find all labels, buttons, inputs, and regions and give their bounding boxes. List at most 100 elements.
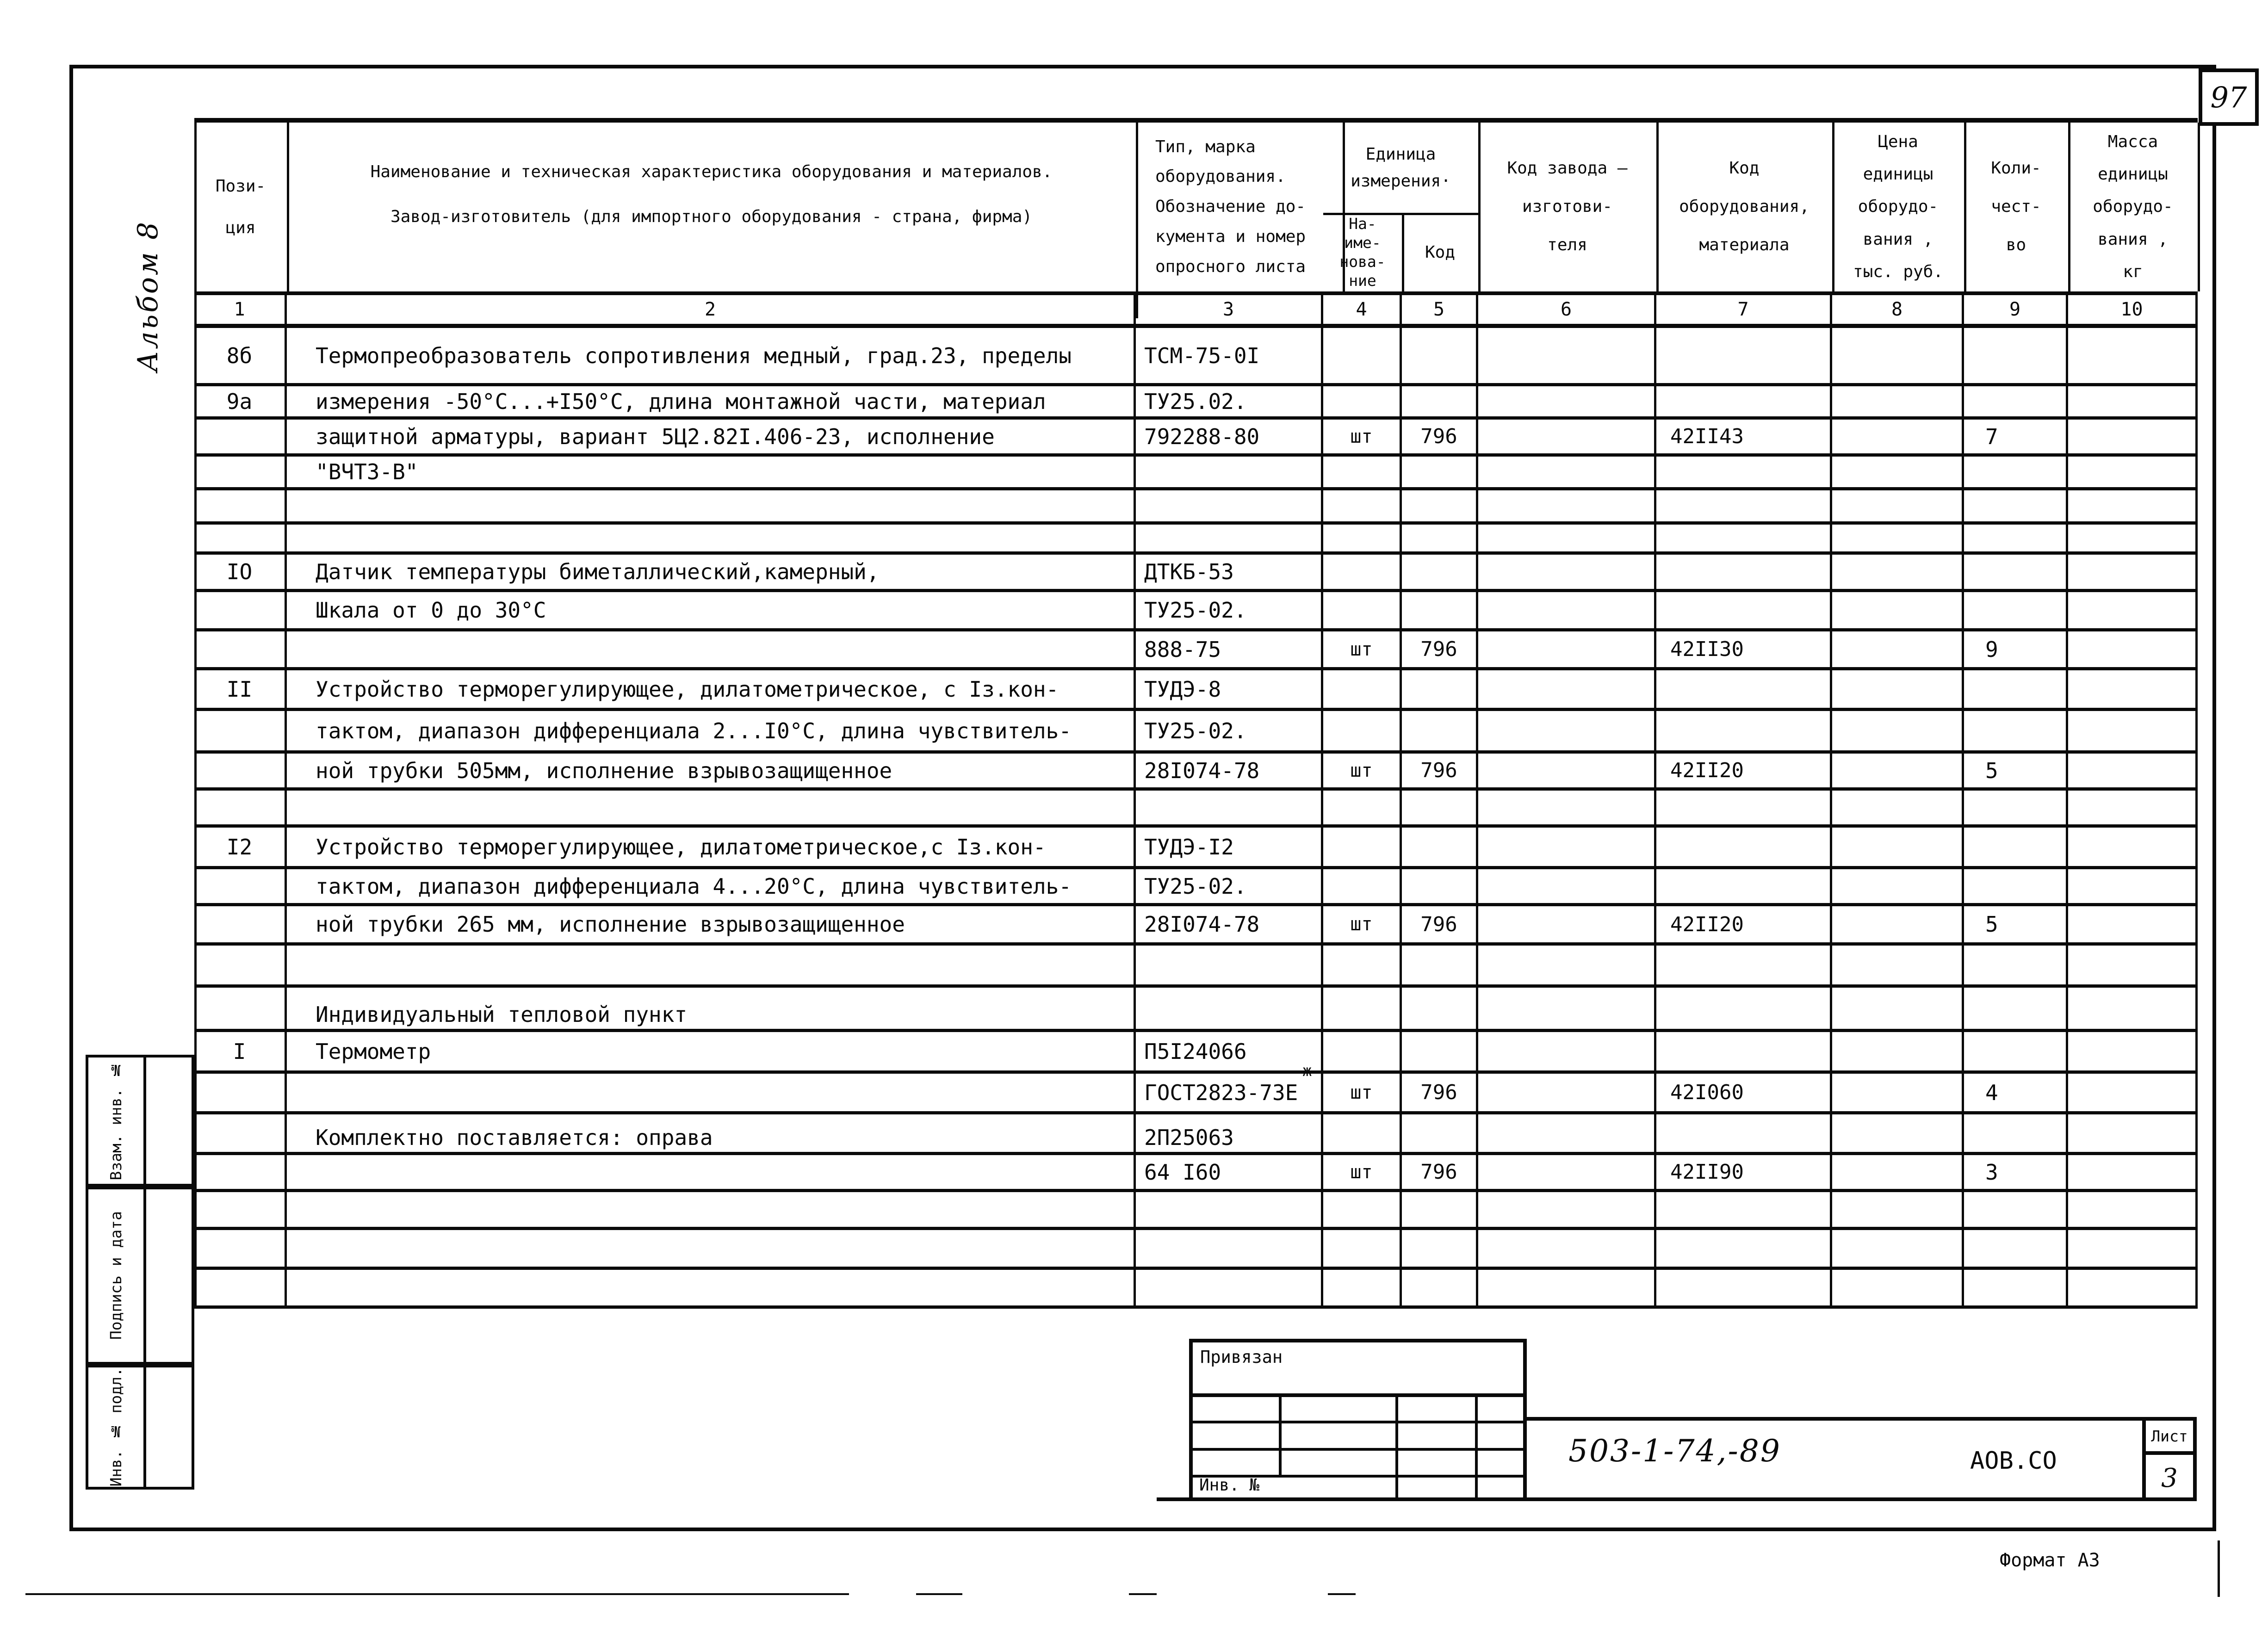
table-row xyxy=(194,946,2198,988)
unit-name-cell: шт xyxy=(1323,1074,1402,1111)
quantity-cell: 5 xyxy=(1964,754,2068,787)
page-number: 97 xyxy=(2210,80,2247,114)
factory-code-cell xyxy=(1478,490,1656,521)
material-code-cell xyxy=(1656,1192,1832,1227)
factory-code-cell xyxy=(1478,988,1656,1029)
type-mark-cell: 28I074-78 xyxy=(1136,754,1323,787)
material-code-cell xyxy=(1656,1270,1832,1305)
stamp-grid: Инв. № xyxy=(1189,1397,1527,1501)
description-cell: Термометр xyxy=(287,1032,1136,1070)
header-col-price: Цена единицы оборудо-вания , тыс. руб. xyxy=(1832,123,1966,291)
unit-code-cell: 796 xyxy=(1402,1074,1478,1111)
material-code-cell xyxy=(1656,457,1832,487)
quantity-cell xyxy=(1964,490,2068,521)
quantity-cell xyxy=(1964,1192,2068,1227)
quantity-cell xyxy=(1964,386,2068,416)
unit-name-cell xyxy=(1323,490,1402,521)
price-cell xyxy=(1832,828,1964,866)
header-col-unit-name: На-име-нова-ние xyxy=(1323,213,1404,291)
mass-cell xyxy=(2068,670,2198,708)
type-mark-cell xyxy=(1136,490,1323,521)
unit-name-cell xyxy=(1323,711,1402,750)
position-cell xyxy=(194,525,287,551)
position-cell xyxy=(194,1114,287,1152)
position-cell: I2 xyxy=(194,828,287,866)
factory-code-cell xyxy=(1478,1230,1656,1267)
unit-code-cell: 796 xyxy=(1402,906,1478,942)
type-mark-cell: ТУДЭ-I2 xyxy=(1136,828,1323,866)
mass-cell xyxy=(2068,711,2198,750)
column-number: 1 xyxy=(194,295,287,324)
price-cell xyxy=(1832,555,1964,589)
material-code-cell xyxy=(1656,1032,1832,1070)
mass-cell xyxy=(2068,592,2198,628)
type-mark-cell xyxy=(1136,1270,1323,1305)
header-name-line2: Завод-изготовитель (для импортного обору… xyxy=(390,207,1033,227)
unit-code-cell xyxy=(1402,1230,1478,1267)
factory-code-cell xyxy=(1478,869,1656,903)
table-row: тактом, диапазон дифференциала 2...I0°С,… xyxy=(194,711,2198,754)
mass-cell xyxy=(2068,988,2198,1029)
unit-name-cell xyxy=(1323,1270,1402,1305)
table-row xyxy=(194,1230,2198,1270)
type-mark-cell xyxy=(1136,1230,1323,1267)
unit-code-cell xyxy=(1402,1114,1478,1152)
column-number: 7 xyxy=(1656,295,1832,324)
type-mark-cell: ГОСТ2823-73Е xyxy=(1136,1074,1323,1111)
fold-line-dash xyxy=(1328,1593,1356,1595)
quantity-cell: 5 xyxy=(1964,906,2068,942)
table-row: I2 Устройство терморегулирующее, дилатоме… xyxy=(194,828,2198,869)
margin-box-label: Инв. № подл. xyxy=(88,1367,146,1487)
position-cell: 9а xyxy=(194,386,287,416)
type-mark-cell: ТУДЭ-8 xyxy=(1136,670,1323,708)
column-number: 10 xyxy=(2068,295,2198,324)
price-cell xyxy=(1832,670,1964,708)
table-row: Индивидуальный тепловой пункт xyxy=(194,988,2198,1032)
unit-name-cell xyxy=(1323,828,1402,866)
type-mark-cell: ДТКБ-53 xyxy=(1136,555,1323,589)
material-code-cell: 42II30 xyxy=(1656,631,1832,667)
quantity-cell xyxy=(1964,328,2068,383)
description-cell: ной трубки 265 мм, исполнение взрывозащи… xyxy=(287,906,1136,942)
header-name-line1: Наименование и техническая характеристик… xyxy=(370,162,1053,181)
quantity-cell: 3 xyxy=(1964,1155,2068,1189)
mass-cell xyxy=(2068,490,2198,521)
price-cell xyxy=(1832,1155,1964,1189)
table-left-line xyxy=(194,118,197,1309)
margin-box-blank xyxy=(146,1058,192,1184)
numbers-separator-line xyxy=(194,324,2198,328)
material-code-cell xyxy=(1656,869,1832,903)
unit-name-cell: шт xyxy=(1323,631,1402,667)
description-cell: Устройство терморегулирующее, дилатометр… xyxy=(287,828,1136,866)
mass-cell xyxy=(2068,1230,2198,1267)
unit-code-cell xyxy=(1402,869,1478,903)
mass-cell xyxy=(2068,1192,2198,1227)
quantity-cell xyxy=(1964,670,2068,708)
unit-code-cell: 796 xyxy=(1402,1155,1478,1189)
description-cell xyxy=(287,1230,1136,1267)
mass-cell xyxy=(2068,555,2198,589)
description-cell: Устройство терморегулирующее, дилатометр… xyxy=(287,670,1136,708)
factory-code-cell xyxy=(1478,420,1656,453)
material-code-cell xyxy=(1656,988,1832,1029)
mass-cell xyxy=(2068,1114,2198,1152)
table-row: ной трубки 505мм, исполнение взрывозащищ… xyxy=(194,754,2198,791)
price-cell xyxy=(1832,1114,1964,1152)
position-cell xyxy=(194,988,287,1029)
description-cell xyxy=(287,1270,1136,1305)
factory-code-cell xyxy=(1478,1192,1656,1227)
table-row: ной трубки 265 мм, исполнение взрывозащи… xyxy=(194,906,2198,946)
description-cell xyxy=(287,525,1136,551)
margin-box-blank xyxy=(146,1367,192,1487)
description-cell: Шкала от 0 до 30°С xyxy=(287,592,1136,628)
unit-code-cell xyxy=(1402,328,1478,383)
unit-name-cell xyxy=(1323,386,1402,416)
type-mark-cell: ТУ25-02. xyxy=(1136,869,1323,903)
drawing-frame xyxy=(69,65,2216,1531)
factory-code-cell xyxy=(1478,457,1656,487)
material-code-cell: 42II20 xyxy=(1656,906,1832,942)
table-row: 64 I60 шт 796 42II90 3 xyxy=(194,1155,2198,1192)
quantity-cell xyxy=(1964,1270,2068,1305)
price-cell xyxy=(1832,328,1964,383)
column-number: 8 xyxy=(1832,295,1964,324)
